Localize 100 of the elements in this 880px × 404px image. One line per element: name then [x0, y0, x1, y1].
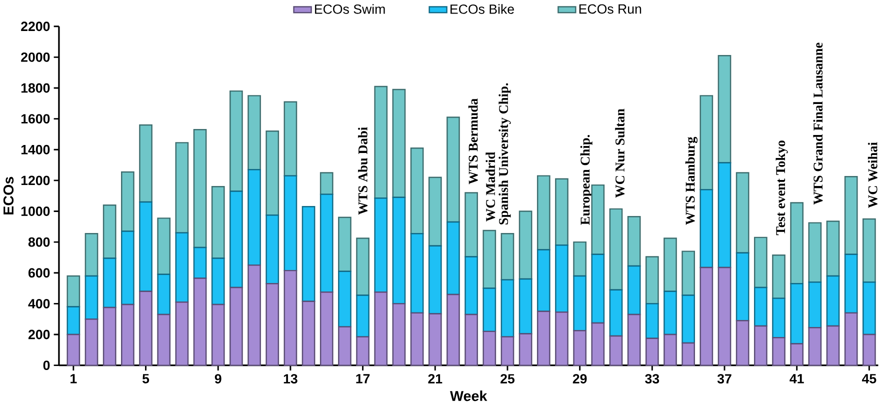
bar: [627, 265, 641, 315]
bar: [754, 236, 768, 288]
bar: [139, 290, 152, 366]
bar: [862, 218, 876, 283]
bar: [230, 190, 243, 288]
bar: [536, 310, 550, 366]
x-tick-label: 37: [717, 374, 732, 384]
bar: [754, 325, 768, 366]
bar: [320, 193, 334, 293]
bar: [157, 314, 171, 366]
bar: [573, 275, 586, 332]
bar: [609, 335, 623, 366]
bar: [555, 244, 568, 313]
bar: [609, 288, 623, 336]
bar: [410, 312, 424, 366]
y-tick-label: 2200: [21, 21, 50, 31]
y-tick-label: 2000: [21, 52, 50, 62]
bar: [410, 232, 424, 314]
bar: [230, 286, 243, 366]
y-axis-title: ECOs: [3, 176, 14, 214]
bar: [664, 237, 677, 292]
y-tick-label: 1200: [21, 175, 50, 185]
y-tick-label: 1800: [21, 83, 50, 92]
annotation: WTS Grand Final Lausanne: [813, 42, 823, 204]
bar: [175, 142, 189, 234]
x-tick-label: 13: [284, 374, 298, 384]
bar: [157, 274, 171, 315]
bar: [248, 168, 261, 266]
bar: [700, 94, 714, 190]
y-tick-label: 400: [28, 298, 50, 308]
bar: [736, 320, 750, 366]
bar: [266, 282, 280, 366]
bar: [464, 192, 478, 258]
bar: [175, 301, 189, 366]
bar: [482, 287, 496, 332]
y-tick-label: 0: [43, 360, 50, 370]
bar: [808, 281, 822, 328]
bar: [790, 342, 804, 366]
bar: [175, 232, 189, 303]
bar: [248, 264, 261, 366]
annotation: WTS Hamburg: [685, 136, 698, 225]
bar: [464, 256, 478, 315]
bar: [230, 90, 243, 192]
bar: [482, 330, 496, 366]
bar: [718, 54, 732, 164]
bar: [374, 86, 388, 199]
annotation: WTS Abu Dabi: [358, 126, 368, 215]
x-tick-label: 25: [500, 374, 515, 384]
bar: [736, 252, 750, 322]
y-tick-label: 1600: [21, 114, 50, 124]
bar: [84, 275, 98, 320]
bar: [790, 282, 804, 344]
bar: [518, 210, 532, 280]
bar: [66, 275, 80, 308]
bar: [102, 306, 116, 366]
bar: [139, 124, 152, 202]
bar: [790, 202, 804, 284]
bar: [754, 286, 768, 326]
bar: [591, 184, 605, 255]
annotation: WC Madrid: [486, 152, 496, 222]
bar: [826, 325, 840, 366]
bar: [356, 237, 370, 296]
bar: [66, 334, 80, 366]
bar: [84, 232, 98, 276]
bar: [591, 322, 605, 366]
bar: [102, 204, 116, 259]
bar: [682, 250, 695, 296]
bar: [808, 222, 822, 283]
bar: [482, 230, 496, 289]
bar: [536, 174, 550, 250]
bar: [772, 254, 786, 299]
bar: [627, 314, 641, 366]
bar: [682, 342, 695, 366]
annotation: Spanish University Chip.: [498, 83, 511, 224]
bar: [772, 336, 786, 366]
bar: [862, 334, 876, 366]
bar: [464, 314, 478, 366]
bar: [826, 220, 840, 276]
bar: [84, 318, 98, 366]
bar: [102, 257, 116, 308]
annotation: WC Weihai: [868, 142, 878, 208]
bar: [356, 294, 370, 338]
bar: [536, 248, 550, 312]
bar: [446, 294, 460, 366]
bar: [446, 221, 460, 295]
bar: [844, 254, 858, 314]
bar: [500, 232, 514, 280]
y-tick-label: 200: [28, 330, 50, 339]
bar: [862, 281, 876, 335]
y-tick-label: 1400: [21, 144, 50, 154]
x-tick-label: 29: [572, 374, 587, 384]
bar: [826, 275, 840, 326]
y-tick-label: 1000: [21, 206, 50, 216]
bar: [682, 294, 695, 344]
y-tick-label: 800: [28, 237, 50, 247]
bar: [446, 116, 460, 222]
bar: [284, 270, 298, 366]
annotation: WTS Bermuda: [468, 98, 478, 184]
y-tick-label: 600: [28, 268, 50, 278]
bar: [248, 94, 261, 170]
